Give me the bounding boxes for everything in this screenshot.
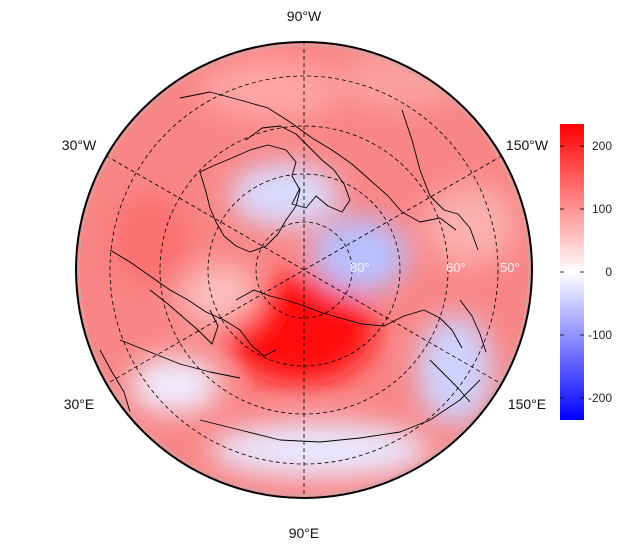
colorbar-tick-label: -100	[588, 328, 612, 342]
lon-label-90w: 90°W	[287, 8, 322, 24]
lon-label-150e: 150°E	[508, 396, 546, 412]
asia-interior-border	[119, 339, 241, 379]
anomaly-field	[76, 42, 532, 498]
lon-label-150w: 150°W	[506, 137, 549, 153]
north-america-coast	[179, 91, 457, 231]
lat-label-80: 80°	[350, 260, 370, 275]
lat-labels: 80° 60° 50°	[350, 260, 520, 275]
arabia-coast	[99, 349, 131, 413]
lon-label-30e: 30°E	[64, 396, 95, 412]
colorbar-tick-label: -200	[588, 391, 612, 405]
colorbar-tick-label: 0	[605, 265, 612, 279]
colorbar-tick-label: 100	[592, 202, 612, 216]
canadian-archipelago-coast	[245, 125, 351, 213]
colorbar: 200 100 0 -100 -200	[560, 124, 612, 420]
scandinavia-coast	[149, 289, 219, 345]
lon-label-90e: 90°E	[289, 525, 320, 541]
meridian-150w-30e	[106, 155, 502, 385]
coastlines	[99, 91, 487, 443]
greenland-coast	[199, 144, 301, 253]
kamchatka-coast	[459, 299, 487, 353]
meridian-30w-150e	[106, 155, 502, 385]
lon-label-30w: 30°W	[62, 137, 97, 153]
alaska-coast	[401, 109, 479, 251]
japan-coast	[429, 359, 471, 403]
map-boundary	[75, 41, 533, 499]
map-boundary-inner	[78, 44, 530, 496]
graticule	[106, 42, 502, 498]
lat-label-50: 50°	[500, 260, 520, 275]
colorbar-tick-label: 200	[592, 139, 612, 153]
lat-label-60: 60°	[446, 260, 466, 275]
lon-labels: 90°W 30°W 150°W 30°E 150°E 90°E	[62, 8, 549, 541]
colorbar-ticks: 200 100 0 -100 -200	[560, 139, 612, 405]
europe-coast	[109, 249, 277, 357]
china-border	[199, 379, 481, 443]
siberia-coast	[235, 289, 463, 349]
lat-circle-80	[255, 221, 353, 319]
